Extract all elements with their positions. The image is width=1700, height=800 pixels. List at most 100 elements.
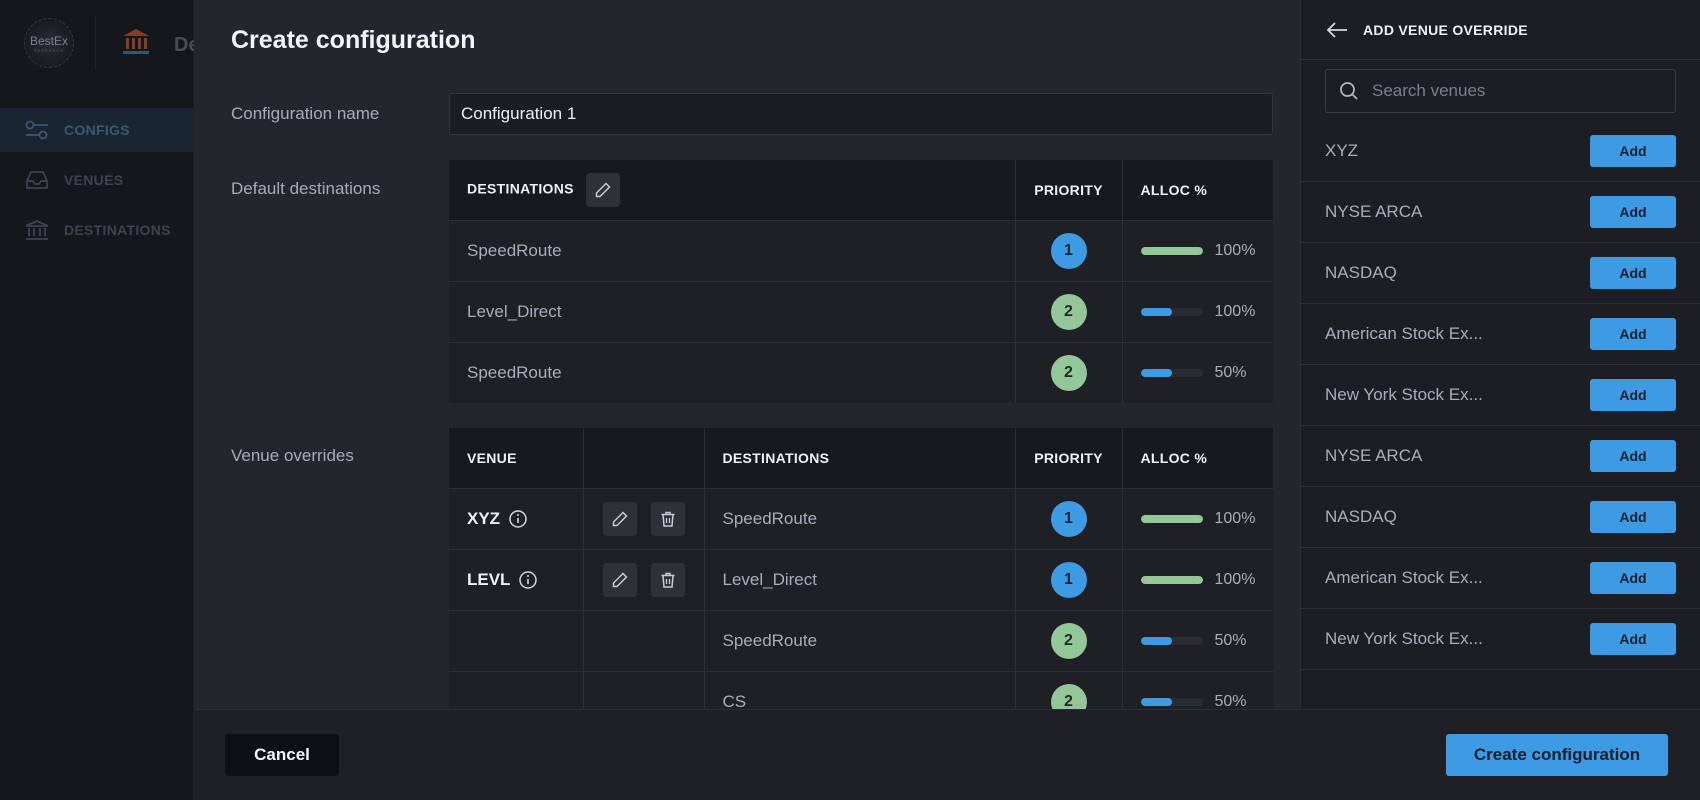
venue-list: XYZ Add NYSE ARCA Add NASDAQ Add American Stoc… xyxy=(1301,121,1700,670)
table-row: LEVL Level_Direct 1 100% xyxy=(449,548,1273,610)
priority-badge: 1 xyxy=(1050,500,1087,537)
add-venue-button[interactable]: Add xyxy=(1590,379,1676,411)
venue-cell: XYZ xyxy=(449,487,584,549)
table-row: XYZ SpeedRoute 1 100% xyxy=(449,487,1273,549)
panel-header: ADD VENUE OVERRIDE xyxy=(1301,0,1700,60)
alloc-percent: 50% xyxy=(1214,363,1247,381)
alloc-fill xyxy=(1140,246,1203,255)
pencil-icon xyxy=(612,571,628,587)
priority-badge: 2 xyxy=(1050,293,1087,330)
sidebar-item-destinations[interactable]: DESTINATIONS xyxy=(0,208,193,252)
priority-cell: 1 xyxy=(1015,219,1123,281)
edit-override-button[interactable] xyxy=(602,562,637,597)
list-item: New York Stock Ex... Add xyxy=(1301,365,1700,426)
default-destinations-table: DESTINATIONS PRIORITY ALLOC % SpeedRoute… xyxy=(449,160,1273,403)
delete-override-button[interactable] xyxy=(650,501,685,536)
add-venue-button[interactable]: Add xyxy=(1590,135,1676,167)
destination-cell: CS xyxy=(704,670,1016,709)
default-destinations-label: Default destinations xyxy=(231,179,381,198)
sidebar-item-configs[interactable]: CONFIGS xyxy=(0,108,193,152)
sidebar-item-venues[interactable]: VENUES xyxy=(0,158,193,202)
alloc-percent: 100% xyxy=(1214,241,1256,259)
edit-override-button[interactable] xyxy=(602,501,637,536)
list-item: American Stock Ex... Add xyxy=(1301,304,1700,365)
sliders-icon xyxy=(25,120,48,140)
list-item: NASDAQ Add xyxy=(1301,487,1700,548)
sidebar-item-label: CONFIGS xyxy=(64,122,130,138)
sidebar-nav: CONFIGS VENUES DESTINATIONS xyxy=(0,108,193,252)
logo-subtext: RESEARCH xyxy=(33,47,65,53)
list-item: NYSE ARCA Add xyxy=(1301,426,1700,487)
destinations-header: DESTINATIONS xyxy=(704,428,1016,488)
edit-destinations-button[interactable] xyxy=(585,172,620,207)
list-item: NASDAQ Add xyxy=(1301,243,1700,304)
actions-cell xyxy=(583,487,705,549)
venue-cell xyxy=(449,609,584,671)
back-arrow-icon[interactable] xyxy=(1325,20,1349,40)
sidebar-item-label: DESTINATIONS xyxy=(64,222,171,238)
table-row: SpeedRoute 2 50% xyxy=(449,609,1273,671)
alloc-bar xyxy=(1140,368,1203,377)
venue-list-name: NASDAQ xyxy=(1325,263,1397,282)
destinations-header: DESTINATIONS xyxy=(449,160,1016,220)
sidebar-header: BestEx RESEARCH De xyxy=(0,0,200,86)
table-header-row: VENUE DESTINATIONS PRIORITY ALLOC % xyxy=(449,428,1273,488)
list-item: American Stock Ex... Add xyxy=(1301,548,1700,609)
add-venue-button[interactable]: Add xyxy=(1590,623,1676,655)
modal-title: Create configuration xyxy=(231,26,476,54)
alloc-fill xyxy=(1140,697,1172,706)
inbox-icon xyxy=(26,171,48,189)
app-title-partial: De xyxy=(174,34,200,56)
priority-cell: 2 xyxy=(1015,341,1123,403)
logo-text: BestEx xyxy=(29,33,68,48)
alloc-bar xyxy=(1140,575,1203,584)
add-venue-button[interactable]: Add xyxy=(1590,562,1676,594)
priority-header: PRIORITY xyxy=(1015,428,1123,488)
destination-cell: SpeedRoute xyxy=(449,219,1016,281)
alloc-percent: 50% xyxy=(1214,631,1247,649)
table-header-row: DESTINATIONS PRIORITY ALLOC % xyxy=(449,160,1273,220)
priority-cell: 2 xyxy=(1015,280,1123,342)
add-venue-button[interactable]: Add xyxy=(1590,440,1676,472)
create-configuration-button[interactable]: Create configuration xyxy=(1446,734,1668,776)
venue-list-name: American Stock Ex... xyxy=(1325,568,1483,587)
info-icon[interactable] xyxy=(518,570,538,590)
alloc-bar xyxy=(1140,246,1203,255)
alloc-bar xyxy=(1140,514,1203,523)
table-row: SpeedRoute 2 50% xyxy=(449,341,1273,403)
alloc-fill xyxy=(1140,307,1172,316)
alloc-fill xyxy=(1140,368,1172,377)
cancel-button[interactable]: Cancel xyxy=(225,734,339,776)
trash-icon xyxy=(661,572,674,588)
alloc-cell: 100% xyxy=(1122,487,1273,549)
venue-list-name: NYSE ARCA xyxy=(1325,446,1423,465)
actions-header xyxy=(583,428,705,488)
actions-cell xyxy=(583,670,705,709)
destination-cell: Level_Direct xyxy=(704,548,1016,610)
priority-cell: 2 xyxy=(1015,670,1123,709)
add-venue-button[interactable]: Add xyxy=(1590,318,1676,350)
add-venue-button[interactable]: Add xyxy=(1590,501,1676,533)
alloc-percent: 100% xyxy=(1214,570,1256,588)
priority-badge: 1 xyxy=(1050,561,1087,598)
priority-badge: 1 xyxy=(1050,232,1087,269)
venue-cell xyxy=(449,670,584,709)
venue-name: XYZ xyxy=(467,508,501,528)
panel-title: ADD VENUE OVERRIDE xyxy=(1363,21,1528,38)
info-icon[interactable] xyxy=(508,509,528,529)
search-input[interactable] xyxy=(1372,81,1652,101)
table-row: Level_Direct 2 100% xyxy=(449,280,1273,342)
priority-header: PRIORITY xyxy=(1015,160,1123,220)
config-name-input[interactable] xyxy=(449,93,1273,135)
priority-cell: 1 xyxy=(1015,487,1123,549)
alloc-header: ALLOC % xyxy=(1122,160,1273,220)
add-venue-button[interactable]: Add xyxy=(1590,196,1676,228)
priority-badge: 2 xyxy=(1050,354,1087,391)
delete-override-button[interactable] xyxy=(650,562,685,597)
alloc-bar xyxy=(1140,307,1203,316)
priority-badge: 2 xyxy=(1050,683,1087,709)
add-venue-button[interactable]: Add xyxy=(1590,257,1676,289)
table-row: SpeedRoute 1 100% xyxy=(449,219,1273,281)
bank-icon xyxy=(123,29,149,54)
